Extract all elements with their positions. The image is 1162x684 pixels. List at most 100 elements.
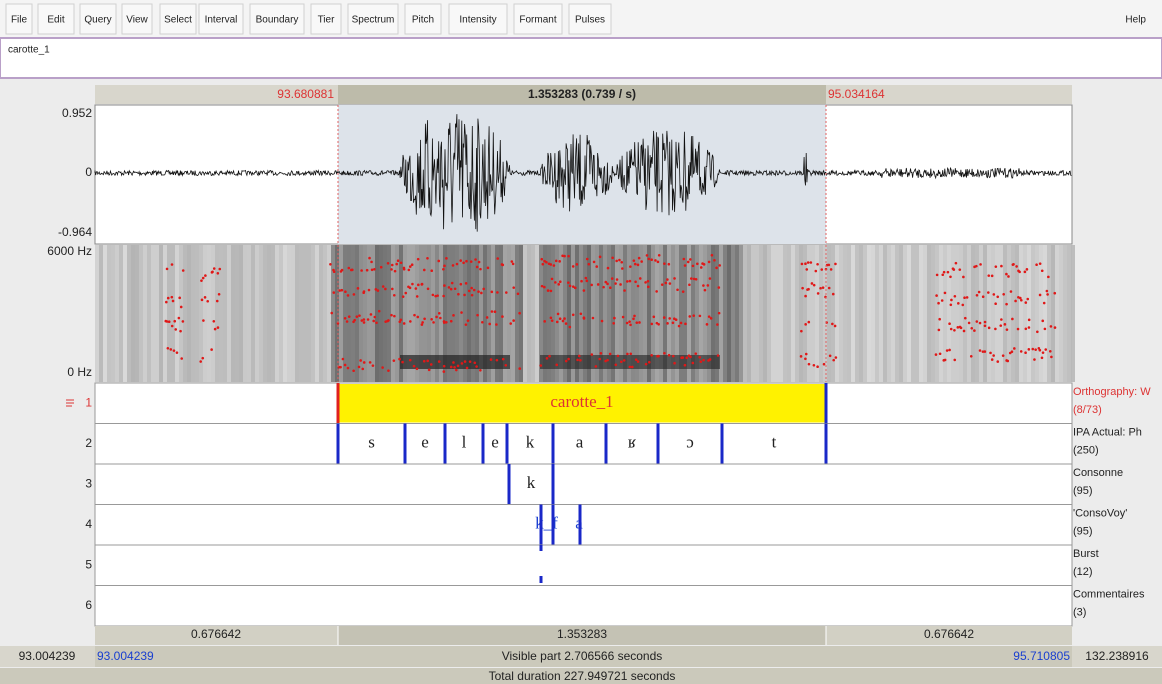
formant-dot — [947, 271, 950, 274]
formant-dot — [165, 301, 168, 304]
formant-dot — [565, 322, 568, 325]
formant-dot — [623, 289, 626, 292]
menu-label[interactable]: Intensity — [459, 15, 496, 26]
formant-dot — [464, 360, 467, 363]
formant-dot — [563, 317, 566, 320]
formant-dot — [173, 320, 176, 323]
formant-dot — [547, 289, 550, 292]
formant-dot — [565, 360, 568, 363]
interval-label[interactable]: e — [421, 433, 429, 452]
spectrogram — [95, 245, 1075, 382]
formant-dot — [1014, 300, 1017, 303]
interval-label[interactable]: carotte_1 — [550, 392, 613, 411]
menu-label[interactable]: Select — [164, 15, 192, 26]
formant-dot — [645, 363, 648, 366]
tier-row[interactable] — [95, 586, 1072, 627]
menu-help[interactable]: Help — [1125, 15, 1146, 26]
interval-label[interactable]: ʁ — [628, 433, 637, 452]
spectrogram-column — [915, 245, 919, 382]
formant-dot — [665, 282, 668, 285]
formant-dot — [403, 268, 406, 271]
formant-dot — [657, 323, 660, 326]
formant-dot — [1005, 303, 1008, 306]
spectrogram-column — [767, 245, 771, 382]
spectrogram-column — [343, 245, 347, 382]
formant-dot — [178, 297, 181, 300]
formant-dot — [395, 263, 398, 266]
formant-dot — [1047, 276, 1050, 279]
formant-dot — [423, 360, 426, 363]
spectrogram-column — [1055, 245, 1059, 382]
formant-dot — [591, 353, 594, 356]
formant-dot — [359, 359, 362, 362]
formant-dot — [1044, 328, 1047, 331]
menu-label[interactable]: Query — [84, 15, 111, 26]
menu-label[interactable]: Pulses — [575, 15, 605, 26]
formant-dot — [635, 321, 638, 324]
formant-dot — [443, 284, 446, 287]
menu-label[interactable]: File — [11, 15, 28, 26]
interval-label[interactable]: k — [527, 473, 536, 492]
interval-label[interactable]: t — [772, 433, 777, 452]
menu-label[interactable]: Boundary — [256, 15, 299, 26]
formant-dot — [178, 317, 181, 320]
menu-label[interactable]: Edit — [47, 15, 64, 26]
formant-dot — [432, 294, 435, 297]
formant-dot — [807, 288, 810, 291]
formant-dot — [176, 351, 179, 354]
menu-label[interactable]: View — [126, 15, 148, 26]
formant-dot — [477, 290, 480, 293]
menu-label[interactable]: Interval — [205, 15, 238, 26]
formant-dot — [179, 330, 182, 333]
menu-label[interactable]: Pitch — [412, 15, 434, 26]
menu-label[interactable]: Spectrum — [352, 15, 395, 26]
text-field[interactable] — [0, 38, 1162, 78]
menu-label[interactable]: Tier — [318, 15, 336, 26]
spectrogram-column — [119, 245, 123, 382]
formant-dot — [698, 356, 701, 359]
formant-dot — [617, 355, 620, 358]
formant-dot — [543, 320, 546, 323]
tier-row[interactable] — [95, 464, 1072, 505]
formant-dot — [647, 286, 650, 289]
interval-label[interactable]: e — [491, 433, 499, 452]
spectrogram-column — [795, 245, 799, 382]
interval-label[interactable]: s — [368, 433, 375, 452]
formant-dot — [673, 362, 676, 365]
spectrogram-column — [899, 245, 903, 382]
menu-label[interactable]: Formant — [519, 15, 556, 26]
formant-dot — [452, 314, 455, 317]
tier-row[interactable] — [95, 424, 1072, 465]
formant-dot — [1026, 268, 1029, 271]
spectrogram-column — [963, 245, 967, 382]
formant-dot — [559, 317, 562, 320]
formant-dot — [417, 258, 420, 261]
spectrogram-column — [375, 245, 379, 382]
formant-dot — [1002, 293, 1005, 296]
interval-label[interactable]: a — [576, 433, 584, 452]
formant-dot — [448, 286, 451, 289]
formant-dot — [171, 325, 174, 328]
interval-label[interactable]: k_f — [535, 514, 558, 533]
interval-label[interactable]: l — [462, 433, 467, 452]
formant-dot — [452, 264, 455, 267]
formant-dot — [994, 328, 997, 331]
formant-dot — [1000, 318, 1003, 321]
formant-dot — [949, 275, 952, 278]
formant-dot — [978, 291, 981, 294]
formant-dot — [166, 268, 169, 271]
formant-dot — [1054, 326, 1057, 329]
formant-dot — [381, 366, 384, 369]
formant-dot — [1041, 320, 1044, 323]
interval-label[interactable]: ɔ — [686, 433, 694, 452]
tier-row[interactable] — [95, 505, 1072, 546]
spectrogram-max: 6000 Hz — [47, 244, 92, 258]
formant-dot — [640, 260, 643, 263]
formant-dot — [168, 320, 171, 323]
spectrogram-column — [843, 245, 847, 382]
formant-dot — [713, 259, 716, 262]
formant-dot — [816, 263, 819, 266]
formant-dot — [1020, 350, 1023, 353]
tier-row[interactable] — [95, 545, 1072, 586]
interval-label[interactable]: k — [526, 433, 535, 452]
